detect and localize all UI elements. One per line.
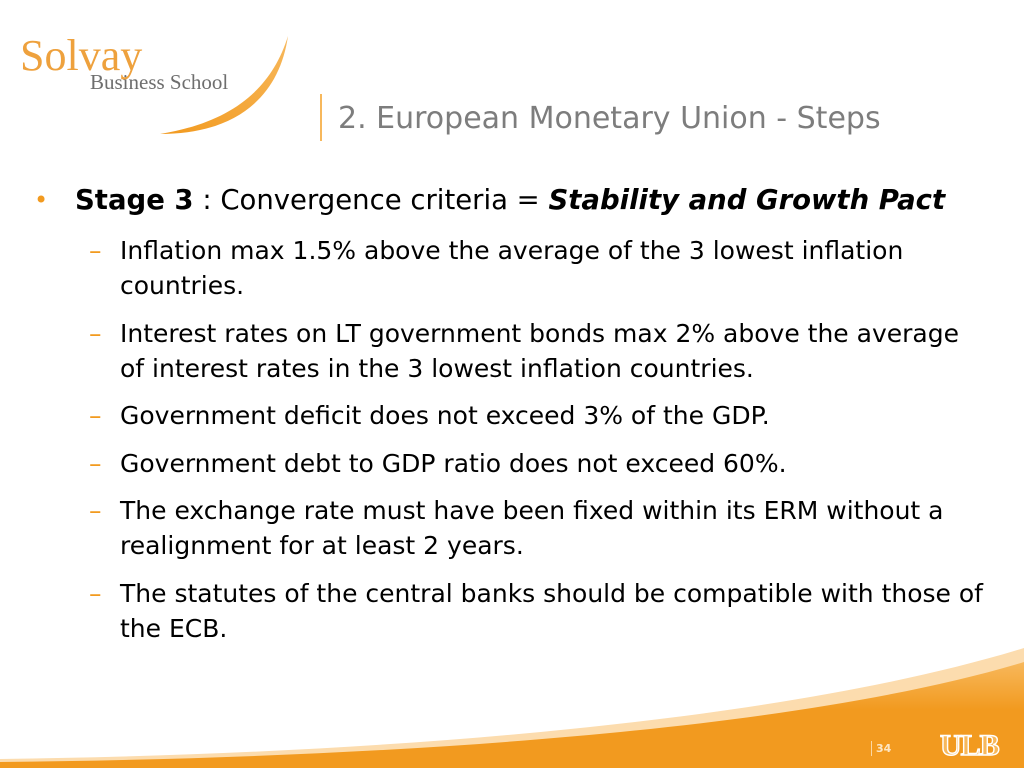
sub-bullet-line: Inflation max 1.5% above the average of … [120,236,904,265]
sub-bullet-line: The statutes of the central banks should… [120,578,983,608]
main-bullet: • Stage 3 : Convergence criteria = Stabi… [0,183,1000,218]
bullet-description: : Convergence criteria = [202,184,540,216]
dash-icon: – [89,496,102,525]
page-number-divider [871,741,872,756]
bullet-icon: • [34,186,49,214]
sub-bullet-list: – Inflation max 1.5% above the average o… [0,233,1000,658]
title-divider [320,94,322,141]
dash-icon: – [89,448,102,478]
sub-bullet-item: – Interest rates on LT government bonds … [0,316,1000,386]
dash-icon: – [89,236,102,265]
sub-bullet-item: – The statutes of the central banks shou… [0,576,1000,646]
sub-bullet-line: realignment for at least 2 years. [120,531,524,560]
sub-bullet-line: Government deficit does not exceed 3% of… [120,401,770,430]
sub-bullet-line: the ECB. [120,613,228,643]
logo-tagline: Business School [90,70,229,94]
wave-decoration [0,648,1024,768]
sub-bullet-line: Interest rates on LT government bonds ma… [120,318,959,348]
bullet-emphasis: Stability and Growth Pact [548,184,946,216]
page-number: 34 [876,742,892,755]
logo-wordmark: Solvay [20,31,143,80]
solvay-logo: Solvay Business School [0,0,300,150]
sub-bullet-item: – Government debt to GDP ratio does not … [0,446,1000,481]
sub-bullet-line: of interest rates in the 3 lowest inflat… [120,353,754,383]
dash-icon: – [89,401,102,430]
bullet-text: Stage 3 : Convergence criteria = Stabili… [75,183,945,218]
sub-bullet-line: countries. [120,271,245,300]
sub-bullet-item: – Government deficit does not exceed 3% … [0,398,1000,433]
swoosh-icon [160,36,288,134]
dash-icon: – [89,578,102,608]
sub-bullet-item: – Inflation max 1.5% above the average o… [0,233,1000,303]
dash-icon: – [89,318,102,348]
slide-title: 2. European Monetary Union - Steps [338,101,881,136]
ulb-logo: ULB [939,729,1000,762]
swoosh-shape [160,36,288,134]
bullet-label: Stage 3 [75,184,194,216]
sub-bullet-line: Government debt to GDP ratio does not ex… [120,448,787,478]
sub-bullet-line: The exchange rate must have been fixed w… [120,496,944,525]
wave-fill [0,662,1024,768]
sub-bullet-item: – The exchange rate must have been fixed… [0,493,1000,563]
